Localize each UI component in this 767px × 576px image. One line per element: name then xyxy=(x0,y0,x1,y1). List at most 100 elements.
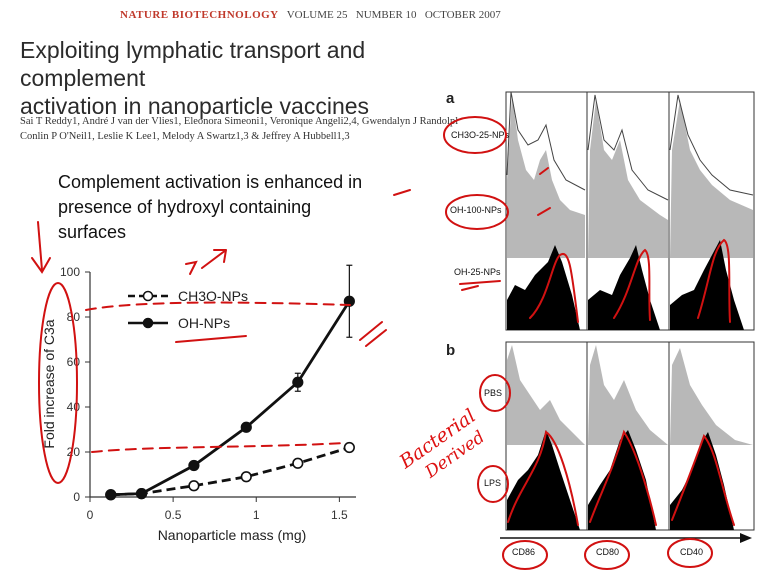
slide-text-line3: surfaces xyxy=(58,222,127,242)
journal-header: NATURE BIOTECHNOLOGY VOLUME 25 NUMBER 10… xyxy=(120,9,501,21)
gray-fill-2 xyxy=(588,100,668,258)
gray-fill-b1 xyxy=(507,345,585,445)
data-point xyxy=(188,480,200,492)
row-label-oh-25: OH-25-NPs xyxy=(454,267,501,277)
ink-circle-oh100 xyxy=(445,194,509,230)
journal-name: NATURE BIOTECHNOLOGY xyxy=(120,9,279,21)
ink-trace-b1 xyxy=(507,430,579,526)
x-tick-label: 0.5 xyxy=(165,508,182,522)
ink-arrow-shaft xyxy=(37,221,43,271)
panel-label-b: b xyxy=(446,342,455,359)
data-point xyxy=(240,471,252,483)
gray-fill-3 xyxy=(670,100,753,258)
ink-trace-a2 xyxy=(613,248,651,321)
ink-circle-ylabel xyxy=(38,282,78,484)
legend-marker-oh xyxy=(142,317,154,329)
row-label-oh-100: OH-100-NPs xyxy=(450,205,502,215)
ink-annotations-left xyxy=(31,189,411,484)
data-point xyxy=(292,457,304,469)
author-line-2: Conlin P O'Neil1, Leslie K Lee1, Melody … xyxy=(20,131,350,142)
journal-date: OCTOBER 2007 xyxy=(424,9,501,21)
gray-fill-1 xyxy=(507,95,585,258)
data-point xyxy=(135,488,148,500)
histogram-panel-b xyxy=(505,341,755,531)
data-point xyxy=(240,421,252,433)
x-tick-label: 0 xyxy=(87,508,94,522)
paper-title-line1: Exploiting lymphatic transport and compl… xyxy=(20,37,366,91)
y-tick-label: 80 xyxy=(67,310,81,324)
panel-b-col1 xyxy=(507,345,585,530)
ink-circle-ch3o xyxy=(443,116,507,154)
marker-label-cd40: CD40 xyxy=(680,547,703,557)
black-fill-b1 xyxy=(507,430,580,530)
data-point xyxy=(343,441,355,454)
black-fill-b2 xyxy=(588,430,656,530)
slide-statement: Complement activation is enhanced in pre… xyxy=(58,170,388,245)
ink-trace-a3 xyxy=(697,238,731,323)
ink-arrow-head xyxy=(31,257,51,274)
author-line-1: Sai T Reddy1, André J van der Vlies1, El… xyxy=(20,116,459,127)
ink-trace-b3 xyxy=(671,434,735,526)
author-list: Sai T Reddy1, André J van der Vlies1, El… xyxy=(20,114,500,144)
y-tick-label: 0 xyxy=(73,490,80,504)
x-ticks: 0 0.5 1 1.5 xyxy=(87,497,348,522)
black-fill-2 xyxy=(588,245,660,330)
gray-fill-b3 xyxy=(670,348,753,445)
y-axis-label: Fold increase of C3a xyxy=(41,319,57,448)
legend-label-oh: OH-NPs xyxy=(178,315,230,331)
ink-dash-high xyxy=(85,301,351,311)
black-fill-1 xyxy=(507,245,580,330)
x-axis-label: Nanoparticle mass (mg) xyxy=(158,527,307,543)
ink-underline xyxy=(175,335,247,343)
marker-axis-arrowhead xyxy=(740,533,752,543)
ink-trace-a1 xyxy=(529,252,579,323)
ink-arrow-1 xyxy=(185,260,198,275)
ink-dash-mark xyxy=(393,189,411,196)
x-tick-label: 1.5 xyxy=(331,508,348,522)
panel-b-col2 xyxy=(588,345,668,530)
data-point xyxy=(105,489,117,501)
ink-marks-right xyxy=(359,321,387,347)
paper-title: Exploiting lymphatic transport and compl… xyxy=(20,36,460,120)
ink-dash-oh25 xyxy=(461,285,479,291)
outline-1 xyxy=(506,91,586,191)
marker-label-cd80: CD80 xyxy=(596,547,619,557)
ink-tick-a2 xyxy=(537,207,551,216)
ink-circle-pbs xyxy=(479,374,511,412)
outline-3 xyxy=(669,94,754,196)
row-label-pbs: PBS xyxy=(484,388,502,398)
ink-arrow-2 xyxy=(201,249,227,269)
y-tick-label: 20 xyxy=(67,445,81,459)
panel-a-col1 xyxy=(506,91,586,330)
marker-axis: CD86 CD80 CD40 xyxy=(500,533,752,557)
panel-a-col2 xyxy=(587,94,669,330)
data-point xyxy=(292,376,304,388)
ink-trace-b2 xyxy=(589,429,657,526)
ink-circle-cd40 xyxy=(667,538,713,568)
panel-label-a: a xyxy=(446,90,455,107)
legend-label-ch3o: CH3O-NPs xyxy=(178,288,248,304)
ink-line-oh25 xyxy=(459,280,501,285)
ink-tick-a1 xyxy=(539,167,549,175)
marker-label-cd86: CD86 xyxy=(512,547,535,557)
chart-legend: CH3O-NPs OH-NPs xyxy=(128,288,248,331)
ink-annotations-right xyxy=(443,116,735,570)
data-point xyxy=(188,459,200,472)
black-fill-b3 xyxy=(670,432,734,530)
row-label-ch3o-25: CH3O-25-NPs xyxy=(451,130,510,140)
series-line xyxy=(110,446,350,497)
slide-text-line1: Complement activation is enhanced in xyxy=(58,172,363,192)
data-point xyxy=(343,295,355,307)
gray-fill-b2 xyxy=(588,345,668,445)
journal-volume: VOLUME 25 xyxy=(286,9,348,21)
slide-text-line2: presence of hydroxyl containing xyxy=(58,197,312,217)
ink-circle-lps xyxy=(477,465,509,503)
outline-2 xyxy=(587,94,669,201)
ink-circle-cd80 xyxy=(584,540,630,570)
histogram-panel-a xyxy=(505,91,755,331)
panel-b-col3 xyxy=(670,348,753,530)
y-tick-label: 100 xyxy=(60,265,80,279)
paper-title-line2: activation in nanoparticle vaccines xyxy=(20,93,370,119)
